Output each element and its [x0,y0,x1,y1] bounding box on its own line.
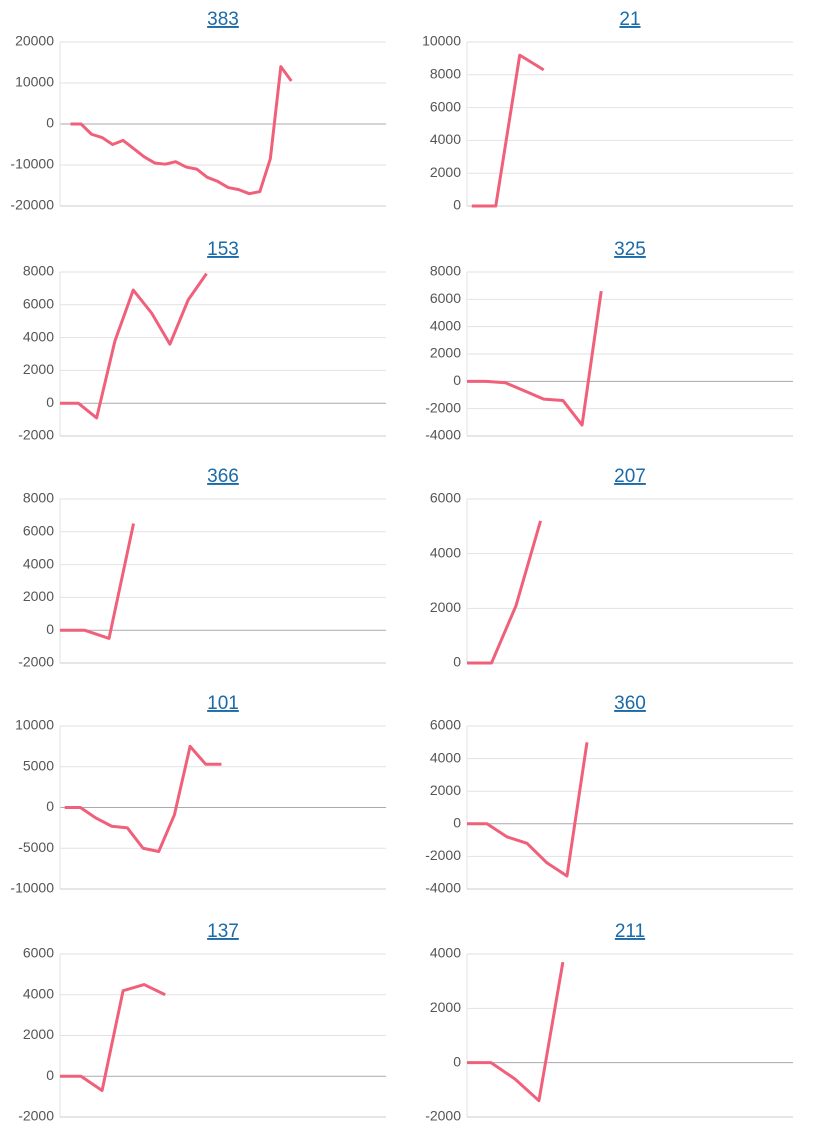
y-tick-label: -2000 [425,399,461,415]
y-tick-label: 2000 [23,361,54,377]
y-tick-label: 6000 [430,98,461,114]
line-series [471,53,545,208]
line-series [60,523,136,640]
y-tick-label: -10000 [10,880,54,896]
y-tick-label: 6000 [23,945,54,961]
y-tick-label: -20000 [10,197,54,213]
y-tick-label: 2000 [430,599,461,615]
y-tick-label: 6000 [430,290,461,306]
chart-title[interactable]: 207 [614,466,646,487]
y-tick-label: 10000 [422,33,461,49]
y-tick-label: -2000 [18,654,54,670]
y-tick-label: 5000 [23,757,54,773]
y-tick-label: 0 [453,1053,461,1069]
y-tick-label: 4000 [430,749,461,765]
y-tick-label: 0 [453,372,461,388]
y-tick-label: 4000 [23,328,54,344]
y-tick-label: 2000 [430,164,461,180]
y-tick-label: 0 [46,621,54,637]
y-tick-label: 0 [453,654,461,670]
chart-title[interactable]: 153 [207,239,239,260]
y-tick-label: 2000 [430,345,461,361]
y-tick-label: 0 [46,115,54,131]
chart-title[interactable]: 21 [619,9,640,30]
y-tick-label: 8000 [23,263,54,279]
y-tick-label: 4000 [430,544,461,560]
chart-title[interactable]: 366 [207,466,239,487]
y-tick-label: 0 [46,394,54,410]
y-tick-label: -10000 [10,156,54,172]
y-tick-label: 10000 [15,74,54,90]
y-tick-label: 6000 [430,717,461,733]
y-tick-label: -2000 [18,1108,54,1124]
y-tick-label: 2000 [430,999,461,1015]
y-tick-label: 0 [453,815,461,831]
y-tick-label: 0 [46,1067,54,1083]
line-series [467,742,589,878]
y-tick-label: 2000 [430,782,461,798]
y-tick-label: -2000 [425,1108,461,1124]
y-tick-label: 4000 [430,945,461,961]
y-tick-label: 2000 [23,1026,54,1042]
y-tick-label: 8000 [23,490,54,506]
chart-title[interactable]: 383 [207,9,239,30]
line-series [467,520,542,665]
y-tick-label: 6000 [23,296,54,312]
y-tick-label: 4000 [23,985,54,1001]
chart-title[interactable]: 325 [614,239,646,260]
y-tick-label: -5000 [18,839,54,855]
line-series [70,65,293,196]
y-tick-label: 10000 [15,717,54,733]
y-tick-label: -4000 [425,427,461,443]
y-tick-label: 20000 [15,33,54,49]
line-series [467,290,603,427]
y-tick-label: 8000 [430,66,461,82]
y-tick-label: 6000 [430,490,461,506]
line-series [60,983,166,1093]
y-tick-label: -4000 [425,880,461,896]
y-tick-label: 4000 [430,131,461,147]
y-tick-label: 0 [453,197,461,213]
y-tick-label: 4000 [23,555,54,571]
y-tick-label: 8000 [430,263,461,279]
line-series [467,961,565,1103]
chart-title[interactable]: 137 [207,921,239,942]
chart-title[interactable]: 360 [614,693,646,714]
y-tick-label: 4000 [430,317,461,333]
y-tick-label: 6000 [23,523,54,539]
chart-title[interactable]: 211 [615,921,645,942]
y-tick-label: -2000 [18,427,54,443]
chart-title[interactable]: 101 [207,693,239,714]
line-series [60,272,208,420]
y-tick-label: 2000 [23,588,54,604]
line-series [64,744,222,854]
y-tick-label: -2000 [425,847,461,863]
y-tick-label: 0 [46,798,54,814]
